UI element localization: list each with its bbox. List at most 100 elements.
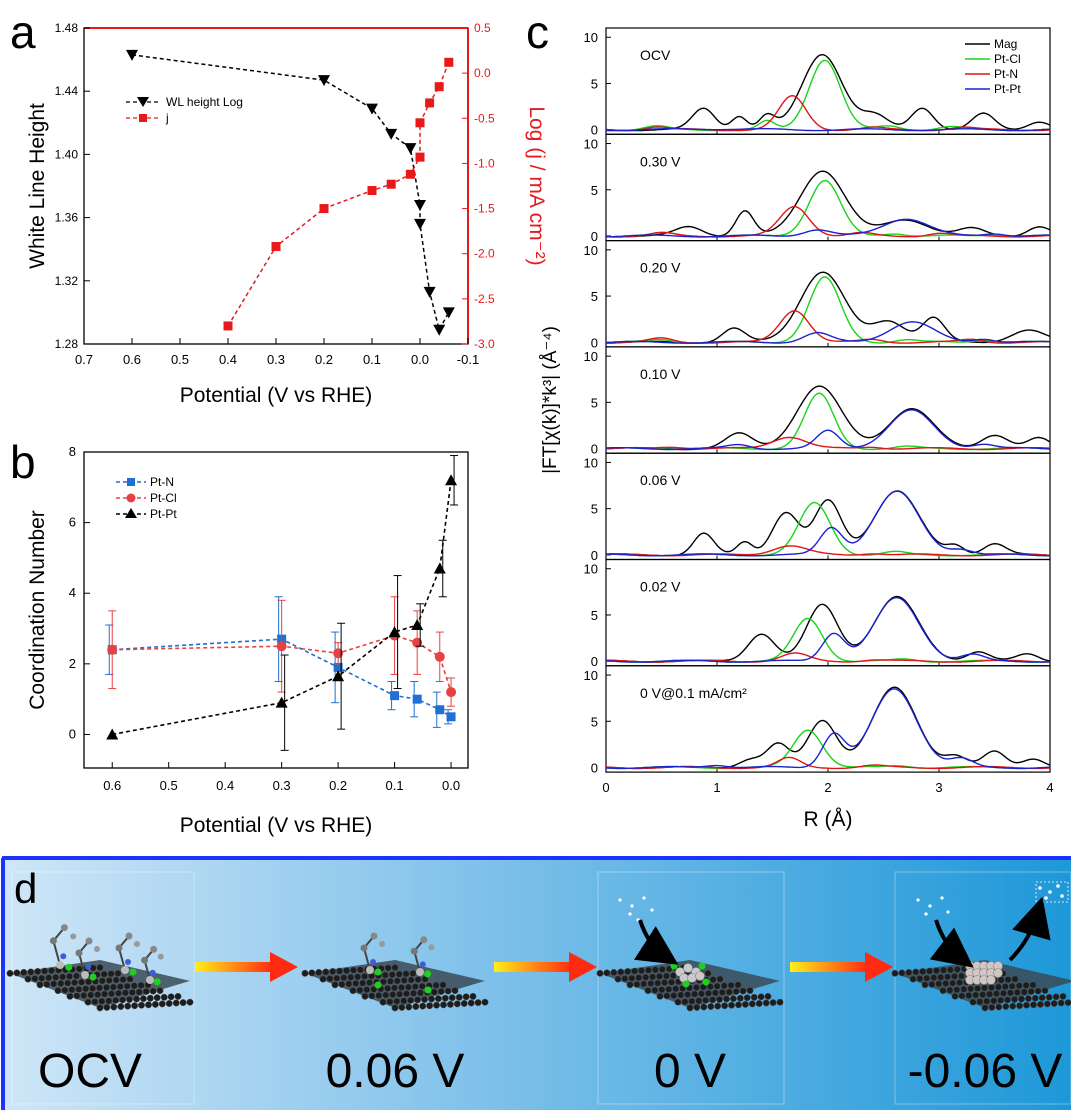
ligand-atom xyxy=(141,956,149,964)
ft-curve-mag xyxy=(605,385,1051,451)
carbon-atom xyxy=(13,969,21,977)
carbon-atom xyxy=(160,993,168,1001)
c-y-tick-label: 5 xyxy=(591,395,598,410)
b-y-tick-label: 8 xyxy=(69,444,76,459)
carbon-atom xyxy=(109,983,117,991)
carbon-atom xyxy=(695,997,703,1005)
carbon-atom xyxy=(951,992,959,1000)
wl-height-point xyxy=(385,128,398,140)
cl-atom xyxy=(129,968,137,976)
carbon-atom xyxy=(100,970,108,978)
ft-curve-ptn xyxy=(605,205,1051,238)
ft-subplot-frame xyxy=(605,346,1051,454)
b-y-tick-label: 4 xyxy=(69,585,76,600)
b-x-tick-label: 0.2 xyxy=(329,778,347,793)
a-y2-tick-label: -0.5 xyxy=(474,111,495,125)
carbon-atom xyxy=(116,983,124,991)
carbon-atom xyxy=(1027,988,1035,995)
carbon-atom xyxy=(1024,995,1032,1003)
carbon-atom xyxy=(412,1003,420,1010)
panel-d-background xyxy=(2,858,1071,1110)
carbon-atom xyxy=(20,968,28,976)
carbon-atom xyxy=(112,996,120,1004)
carbon-atom xyxy=(414,976,422,984)
carbon-atom xyxy=(661,979,669,987)
ft-curve-ptcl xyxy=(605,729,1051,770)
cl-atom xyxy=(682,980,690,988)
ft-curve-ptcl xyxy=(605,392,1051,451)
stage-neg006v-illustration xyxy=(891,881,1071,1012)
carbon-atom xyxy=(953,965,961,973)
carbon-atom xyxy=(610,968,618,976)
pt-atom xyxy=(366,966,374,974)
ft-subplot-frame xyxy=(605,558,1051,667)
carbon-atom xyxy=(121,989,129,997)
carbon-atom xyxy=(460,1000,468,1007)
carbon-atom xyxy=(1036,1000,1044,1008)
carbon-atom xyxy=(370,985,378,993)
carbon-atom xyxy=(960,985,968,993)
carbon-atom xyxy=(688,997,696,1005)
carbon-atom xyxy=(727,981,735,989)
carbon-atom xyxy=(347,973,355,981)
carbon-atom xyxy=(462,993,470,1001)
carbon-atom xyxy=(743,994,751,1002)
wl-height-point xyxy=(442,307,455,319)
carbon-atom xyxy=(126,996,133,1003)
carbon-atom xyxy=(98,997,106,1005)
carbon-atom xyxy=(702,996,710,1004)
carbon-atom xyxy=(976,998,984,1006)
carbon-atom xyxy=(677,991,685,999)
panel-b-x-ticks: 0.6 0.5 0.4 0.3 0.2 0.1 0.0 xyxy=(103,762,460,793)
carbon-atom xyxy=(186,998,194,1006)
carbon-atom xyxy=(404,983,412,991)
ft-curve-ptcl xyxy=(605,59,1051,132)
a-x-tick-label: 0.2 xyxy=(315,352,333,367)
ptn-point xyxy=(435,705,445,715)
carbon-atom xyxy=(994,983,1002,991)
carbon-atom xyxy=(716,975,724,983)
panel-b-plot xyxy=(105,455,459,751)
c-y-tick-label: 5 xyxy=(591,289,598,304)
h-atom xyxy=(946,910,950,914)
c-x-tick-label: 3 xyxy=(935,780,942,795)
carbon-atom xyxy=(728,1001,735,1009)
carbon-atom xyxy=(988,984,995,991)
carbon-atom xyxy=(130,982,138,990)
ft-subplot-label: 0.20 V xyxy=(640,260,681,276)
carbon-atom xyxy=(426,1002,434,1010)
cl-atom xyxy=(424,986,432,994)
carbon-atom xyxy=(1016,1002,1024,1010)
carbon-atom xyxy=(48,967,55,975)
carbon-atom xyxy=(103,1003,111,1011)
b-x-tick-label: 0.6 xyxy=(103,778,121,793)
carbon-atom xyxy=(923,974,931,982)
carbon-atom xyxy=(898,969,906,977)
carbon-atom xyxy=(663,972,670,980)
panel-a-x-ticks: 0.7 0.6 0.5 0.4 0.3 0.2 0.1 0.0 -0.1 xyxy=(75,338,479,367)
carbon-atom xyxy=(388,971,396,979)
carbon-atom xyxy=(698,990,705,998)
carbon-atom xyxy=(75,965,83,973)
carbon-atom xyxy=(419,1002,427,1010)
c-x-tick-label: 4 xyxy=(1046,780,1053,795)
carbon-atom xyxy=(1041,987,1049,995)
carbon-atom xyxy=(642,973,650,981)
carbon-atom xyxy=(732,988,740,995)
c-y-tick-label: 10 xyxy=(584,30,598,45)
ptcl-point xyxy=(446,687,457,698)
panel-b: b 0.6 0.5 0.4 0.3 0.2 0.1 0.0 0 2 4 6 8 Potential … xyxy=(10,436,469,837)
a-y-tick-label: 1.36 xyxy=(55,211,79,225)
panel-a-legend-wl: WL height Log xyxy=(166,95,243,109)
ligand-atom xyxy=(49,937,57,945)
carbon-atom xyxy=(635,974,643,982)
carbon-atom xyxy=(617,968,625,976)
transition-arrow-1 xyxy=(195,952,298,982)
ptn-point xyxy=(446,712,456,722)
carbon-atom xyxy=(352,980,360,987)
carbon-atom xyxy=(614,975,622,983)
carbon-atom xyxy=(736,994,744,1002)
carbon-atom xyxy=(96,964,104,972)
carbon-atom xyxy=(331,981,339,989)
